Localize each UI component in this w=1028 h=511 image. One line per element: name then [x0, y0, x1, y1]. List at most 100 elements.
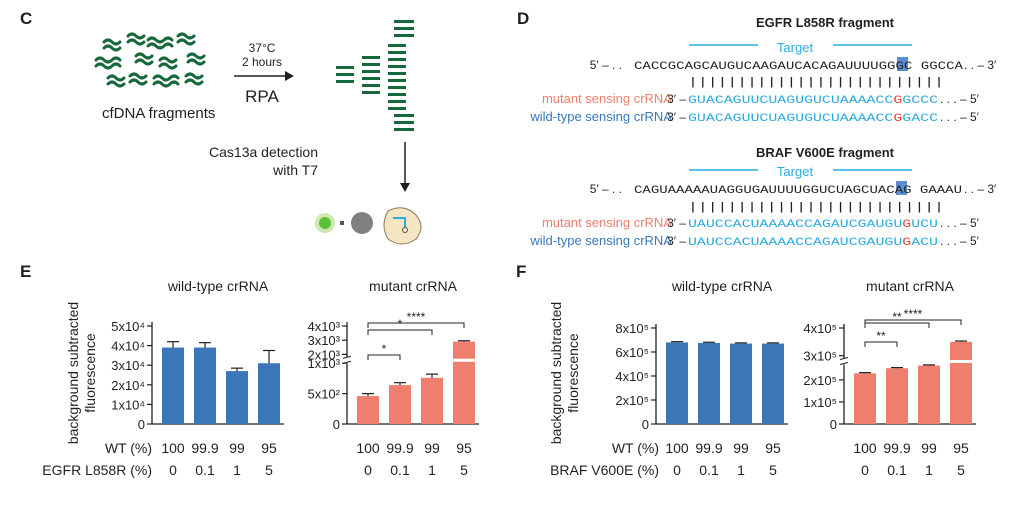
egfr-wt-prefix: 3′ – [667, 110, 686, 124]
category-value-mutant: 0.1 [699, 462, 719, 478]
axis-break-mark [342, 360, 352, 364]
panel-d-letter: D [517, 9, 529, 28]
bar [194, 347, 216, 424]
braf-target-label: Target [777, 164, 814, 179]
y-tick-label: 3x10³ [307, 333, 340, 348]
egfr-top-seq-post: GGCCA [921, 61, 964, 73]
category-value-wt: 99.9 [386, 440, 413, 456]
category-value-mutant: 0.1 [390, 462, 410, 478]
category-value-mutant: 0.1 [887, 462, 907, 478]
significance-label: ** [892, 310, 902, 324]
amplicon-stacks-icon [336, 20, 414, 131]
detection-arrowhead [400, 183, 410, 192]
braf-wt-seq-pre: UAUCCACUAAAACCAGAUCGAUGU [688, 237, 902, 249]
egfr-wt-suffix: . . . – 5′ [940, 110, 980, 124]
y-tick-label: 6x10⁵ [615, 345, 649, 360]
category-value-mutant: 1 [233, 462, 241, 478]
egfr-mut-suffix: . . . – 5′ [940, 92, 980, 106]
y-tick-label: 1x10⁵ [803, 395, 837, 410]
chart-e-mutant: mutant crRNA05x10²1x10³2x10³3x10³4x10³**… [307, 278, 479, 432]
braf-mutant-crrna: UAUCCACUAAAACCAGAUCGAUGU G UCU [688, 219, 938, 231]
panel-c-letter: C [20, 9, 32, 28]
panel-f-ylabel-2: fluorescence [565, 333, 581, 413]
cfdna-label: cfDNA fragments [102, 105, 215, 122]
egfr-wt-crrna: GUACAGUUCUAGUGUCUAAAACC G GACC [688, 113, 939, 125]
y-tick-label: 3x10⁴ [111, 358, 145, 373]
y-tick-label: 0 [138, 417, 145, 432]
bar [453, 341, 475, 424]
y-tick-label: 1x10⁴ [111, 397, 145, 412]
panel-c: C cfDNA fragments 37°C 2 hours RPA [20, 9, 422, 245]
condition-temp: 37°C [249, 41, 276, 55]
category-value-mutant: 0 [673, 462, 681, 478]
egfr-mutant-crrna: GUACAGUUCUAGUGUCUAAAACC G GCCC [688, 95, 939, 107]
braf-wt-seq-post: ACU [911, 237, 938, 249]
category-value-wt: 95 [953, 440, 969, 456]
bar-break-gap [452, 358, 476, 362]
chart-title: wild-type crRNA [167, 278, 269, 294]
bar [258, 363, 280, 424]
rpa-label: RPA [245, 87, 279, 106]
panel-e-row2-label: EGFR L858R (%) [42, 462, 152, 478]
category-value-wt: 99.9 [695, 440, 722, 456]
panel-f-ylabel-1: background subtracted [548, 302, 564, 444]
y-tick-label: 1x10³ [307, 356, 340, 371]
braf-pairing: |||||||||||||||||||||||||| [688, 202, 944, 214]
bar [226, 371, 248, 424]
bar [762, 343, 784, 424]
panel-e-category-rows: 100 99.9 99 95 0 0.1 1 5 100 99.9 99 95 0 0.1 1 5 [161, 440, 472, 478]
egfr-top-suffix: . . – 3′ [964, 58, 997, 72]
braf-wt-label: wild-type sensing crRNA [529, 233, 672, 248]
y-tick-label: 2x10³ [307, 347, 340, 362]
braf-mutant-label: mutant sensing crRNA [542, 215, 672, 230]
braf-mut-suffix: . . . – 5′ [940, 216, 980, 230]
y-tick-label: 0 [642, 417, 649, 432]
y-tick-label: 5x10⁴ [111, 319, 145, 334]
egfr-mutation-highlight [897, 57, 908, 71]
bar [666, 342, 688, 424]
y-tick-label: 5x10² [307, 387, 340, 402]
category-value-mutant: 1 [737, 462, 745, 478]
category-value-mutant: 5 [460, 462, 468, 478]
significance-label: * [398, 317, 403, 331]
egfr-wt-label: wild-type sensing crRNA [529, 109, 672, 124]
egfr-alignment: EGFR L858R fragment Target 5′ – . . CACC… [529, 15, 997, 125]
category-value-wt: 100 [853, 440, 877, 456]
egfr-mutant-label: mutant sensing crRNA [542, 91, 672, 106]
category-value-mutant: 0 [364, 462, 372, 478]
category-value-wt: 100 [356, 440, 380, 456]
y-tick-label: 4x10⁴ [111, 339, 145, 354]
egfr-top-prefix: 5′ – . . [590, 58, 622, 72]
bar [950, 341, 972, 424]
braf-mut-seq-post: UCU [911, 219, 938, 231]
y-tick-label: 2x10⁵ [615, 393, 649, 408]
panel-f-category-rows: 100 99.9 99 95 0 0.1 1 5 100 99.9 99 95 0 0.1 1 5 [665, 440, 969, 478]
significance-bracket [367, 329, 433, 335]
chart-title: mutant crRNA [369, 278, 458, 294]
category-value-wt: 99 [229, 440, 245, 456]
chart-title: wild-type crRNA [671, 278, 773, 294]
braf-wt-prefix: 3′ – [667, 234, 686, 248]
egfr-mut-prefix: 3′ – [667, 92, 686, 106]
chart-title: mutant crRNA [866, 278, 955, 294]
y-tick-label: 0 [333, 417, 340, 432]
condition-time: 2 hours [242, 55, 282, 69]
detection-label-2: with T7 [272, 162, 318, 178]
significance-bracket [367, 322, 465, 328]
y-tick-label: 0 [830, 417, 837, 432]
braf-mut-seq-pre: UAUCCACUAAAACCAGAUCGAUGU [688, 219, 902, 231]
y-tick-label: 4x10⁵ [803, 321, 837, 336]
axis-break-mark [839, 356, 849, 360]
category-value-mutant: 0 [861, 462, 869, 478]
category-value-mutant: 5 [769, 462, 777, 478]
braf-title: BRAF V600E fragment [756, 145, 895, 160]
egfr-top-seq-pre: CACCGCAGCAUGUCAAGAUCACAGAUUUUGGGC [634, 61, 913, 73]
panel-e-ylabel-1: background subtracted [65, 302, 81, 444]
panel-e-ylabel-2: fluorescence [82, 333, 98, 413]
braf-mut-seq-mismatch: G [902, 219, 911, 231]
detection-label-1: Cas13a detection [209, 144, 318, 160]
panel-f-row1-label: WT (%) [612, 440, 659, 456]
chart-f-wildtype: wild-type crRNA 0 2x10⁵ 4x10⁵ 6x10⁵ 8x10⁵ [615, 278, 788, 432]
y-tick-label: 2x10⁵ [803, 373, 837, 388]
